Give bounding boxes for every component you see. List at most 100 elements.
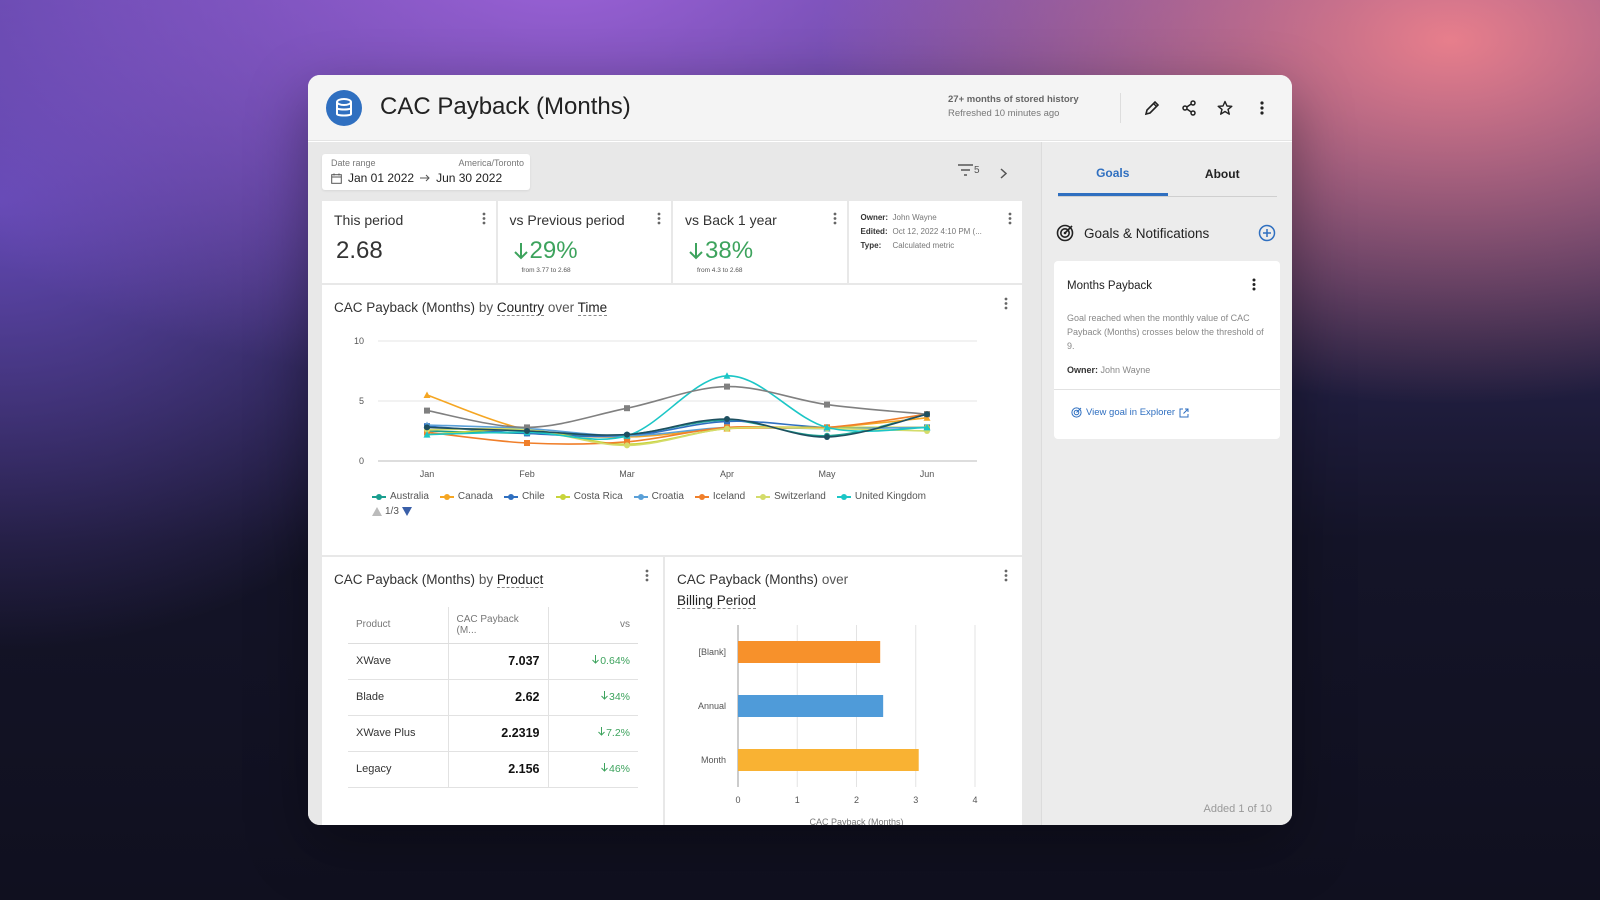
legend-item[interactable]: United Kingdom (836, 488, 926, 506)
meta-edited: Edited: Oct 12, 2022 4:10 PM (... (861, 227, 982, 236)
y-tick-label: 0 (359, 456, 364, 466)
goal-menu-button[interactable] (1252, 278, 1256, 296)
triangle-down-icon[interactable] (401, 507, 412, 516)
product-value: 2.2319 (447, 715, 549, 752)
kpi-this-period: This period 2.68 (322, 201, 496, 283)
triangle-up-icon[interactable] (372, 507, 382, 516)
meta-type: Type: Calculated metric (861, 241, 955, 250)
metric-meta: Owner: John Wayne Edited: Oct 12, 2022 4:1… (848, 201, 1022, 283)
column-header-value[interactable]: CAC Payback (M... (447, 607, 549, 644)
product-panel: CAC Payback (Months) by Product Product … (322, 557, 663, 825)
goal-owner-label: Owner: (1067, 365, 1099, 375)
legend-item[interactable]: Chile (503, 488, 545, 506)
chart-legend: Australia Canada Chile Costa Rica Croatia Ice… (372, 488, 992, 517)
product-name: XWave (348, 643, 448, 680)
legend-item[interactable]: Australia (372, 488, 429, 506)
data-point (624, 431, 630, 438)
calendar-icon (331, 173, 342, 184)
kpi-title: vs Back 1 year (685, 212, 777, 228)
meta-owner-value: John Wayne (892, 213, 937, 222)
data-point (923, 414, 931, 421)
table-row[interactable]: Blade 2.62 34% (348, 679, 638, 716)
legend-label: Switzerland (774, 491, 826, 502)
bar-chart: 0 1 2 3 4 [Blank] Annual Month CAC Payback (Mont… (698, 625, 978, 825)
table-row[interactable]: Legacy 2.156 46% (348, 751, 638, 788)
kpi-value: 2.68 (336, 237, 383, 264)
arrow-down-icon (601, 691, 608, 700)
goals-added-count: Added 1 of 10 (1203, 803, 1272, 815)
data-point (524, 440, 530, 446)
tab-goals[interactable]: Goals (1058, 152, 1168, 196)
title-metric: CAC Payback (Months) (334, 572, 476, 587)
kpi-row: This period 2.68 vs Previous period 29% … (322, 201, 1022, 283)
history-refreshed: Refreshed 10 minutes ago (948, 108, 1060, 119)
legend-label: Costa Rica (573, 491, 623, 502)
chart-menu-button[interactable] (1004, 297, 1008, 315)
legend-item[interactable]: Croatia (633, 488, 684, 506)
product-name: XWave Plus (348, 715, 448, 752)
add-goal-button[interactable] (1258, 224, 1276, 247)
table-row[interactable]: XWave 7.037 0.64% (348, 643, 638, 680)
tab-about[interactable]: About (1204, 167, 1240, 181)
data-point (724, 416, 730, 422)
target-icon (1056, 224, 1074, 242)
product-name: Blade (348, 679, 448, 716)
data-point (724, 425, 730, 432)
dimension-time-link[interactable]: Time (577, 300, 608, 316)
title-metric: CAC Payback (Months) (334, 300, 476, 315)
main-area: Date range America/Toronto Jan 01 2022 J… (308, 142, 1041, 825)
legend-item[interactable]: Canada (439, 488, 493, 506)
title-metric: CAC Payback (Months) (677, 572, 819, 587)
legend-label: United Kingdom (854, 491, 926, 502)
series-line-other (426, 385, 928, 429)
meta-menu-button[interactable] (1008, 212, 1012, 230)
legend-item[interactable]: Costa Rica (555, 488, 623, 506)
arrow-down-icon (513, 243, 528, 260)
dimension-product-link[interactable]: Product (496, 572, 544, 588)
column-header-vs[interactable]: vs (548, 607, 638, 644)
kpi-menu-button[interactable] (482, 212, 486, 230)
y-tick-label: 10 (354, 336, 364, 346)
product-vs: 0.64% (548, 643, 638, 680)
x-tick-label: Jun (920, 469, 935, 479)
category-label: Annual (698, 701, 726, 711)
legend-item[interactable]: Iceland (694, 488, 745, 506)
star-icon (1217, 100, 1233, 115)
table-row[interactable]: XWave Plus 2.2319 7.2% (348, 715, 638, 752)
data-point (423, 391, 431, 398)
legend-swatch (836, 492, 851, 502)
history-stored: 27+ months of stored history (948, 94, 1079, 105)
meta-type-value: Calculated metric (892, 241, 955, 250)
product-menu-button[interactable] (645, 569, 649, 587)
product-value: 2.62 (447, 679, 549, 716)
data-point (524, 424, 530, 431)
legend-label: Chile (521, 491, 545, 502)
header: CAC Payback (Months) 27+ months of store… (308, 75, 1292, 141)
view-goal-link[interactable]: View goal in Explorer (1071, 407, 1189, 418)
date-range-picker[interactable]: Date range America/Toronto Jan 01 2022 J… (322, 154, 530, 190)
dimension-country-link[interactable]: Country (496, 300, 545, 316)
legend-item[interactable]: Switzerland (756, 488, 826, 506)
billing-menu-button[interactable] (1004, 569, 1008, 587)
arrow-down-icon (601, 763, 608, 772)
expand-panel-button[interactable] (1000, 166, 1008, 184)
pencil-icon (1144, 100, 1160, 116)
history-info: 27+ months of stored history Refreshed 1… (948, 93, 1094, 121)
favorite-button[interactable] (1212, 95, 1238, 121)
meta-edited-label: Edited: (860, 227, 888, 236)
bar (738, 749, 919, 771)
title-by: by (478, 572, 494, 587)
more-button[interactable] (1249, 95, 1275, 121)
dimension-billing-link[interactable]: Billing Period (677, 593, 756, 609)
category-label: Month (701, 755, 726, 765)
column-header-product[interactable]: Product (348, 607, 448, 644)
data-point (923, 423, 931, 431)
filter-icon (958, 164, 973, 176)
kpi-menu-button[interactable] (657, 212, 661, 230)
target-icon (1071, 407, 1082, 418)
share-button[interactable] (1176, 95, 1202, 121)
filter-button[interactable]: 5 (958, 164, 980, 176)
kpi-menu-button[interactable] (833, 212, 837, 230)
edit-button[interactable] (1139, 95, 1165, 121)
x-tick-label: Apr (720, 469, 734, 479)
